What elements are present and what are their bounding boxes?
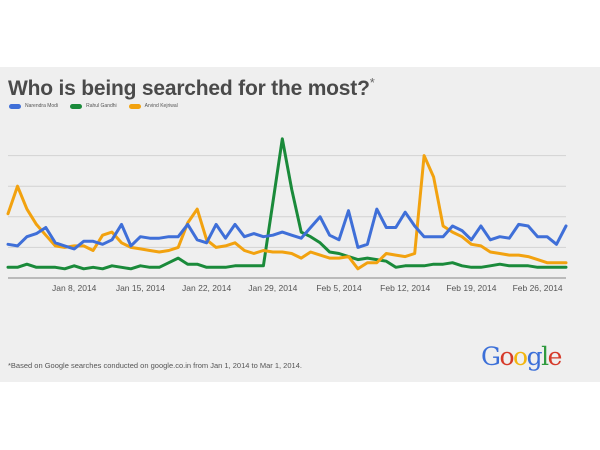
x-tick-label: Feb 5, 2014 [316,283,362,293]
chart-grid [8,155,566,279]
x-tick-label: Jan 29, 2014 [248,283,297,293]
legend-swatch [128,103,141,109]
legend-swatch [70,103,83,109]
x-tick-label: Jan 22, 2014 [182,283,231,293]
legend-swatch [9,103,21,109]
x-tick-label: Feb 12, 2014 [380,283,430,293]
footnote: *Based on Google searches conducted on g… [8,361,302,370]
legend-label: Rahul Gandhi [86,103,117,109]
logo-letter: o [499,342,514,371]
infographic-card: Who is being searched for the most?* Nar… [0,67,600,382]
logo-letter: G [481,342,501,371]
logo-letter: g [526,342,543,371]
chart-legend: Narendra Modi Rahul Gandhi Arvind Kejriwal [9,103,178,109]
legend-label: Arvind Kejriwal [144,103,178,109]
series-line-rahul-gandhi [6,137,568,271]
legend-item: Rahul Gandhi [70,103,117,109]
x-tick-label: Jan 15, 2014 [116,283,165,293]
series-line-narendra-modi [6,207,568,251]
line-chart: Jan 8, 2014 Jan 15, 2014 Jan 22, 2014 Jan 2… [6,137,568,293]
x-axis-tick-labels: Jan 8, 2014 Jan 15, 2014 Jan 22, 2014 Jan 2… [52,283,563,293]
legend-item: Narendra Modi [9,103,58,109]
logo-letter: o [513,342,528,371]
logo-letter: l [541,342,549,371]
chart-title-text: Who is being searched for the most? [8,77,370,100]
legend-item: Arvind Kejriwal [128,103,178,109]
series-line-arvind-kejriwal [6,154,568,271]
x-tick-label: Jan 8, 2014 [52,283,97,293]
x-tick-label: Feb 19, 2014 [446,283,496,293]
logo-letter: e [547,342,563,371]
chart-title-footnote-mark: * [369,75,375,90]
x-tick-label: Feb 26, 2014 [513,283,563,293]
google-logo: Google [481,342,563,371]
legend-label: Narendra Modi [25,103,59,109]
chart-title: Who is being searched for the most?* [8,75,375,101]
chart-series-layer [6,137,568,271]
